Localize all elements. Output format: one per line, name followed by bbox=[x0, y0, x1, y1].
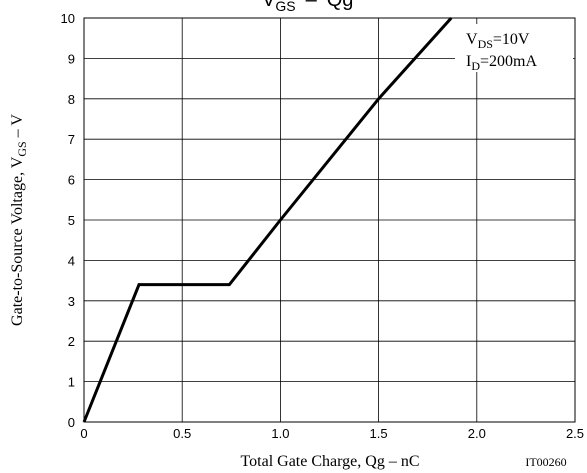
title-sub-1: GS bbox=[275, 0, 295, 14]
title-main-1: V bbox=[262, 0, 276, 11]
x-axis-ticks: 0 0.5 1.0 1.5 2.0 2.5 bbox=[80, 426, 584, 441]
y-tick-label: 9 bbox=[68, 51, 75, 66]
series-line bbox=[82, 16, 453, 423]
x-tick-label: 2.5 bbox=[566, 426, 584, 441]
grid-lines bbox=[83, 17, 576, 423]
series-group bbox=[82, 16, 453, 423]
plot-frame bbox=[83, 17, 576, 423]
y-tick-label: 5 bbox=[68, 213, 75, 228]
y-label-sub: GS bbox=[15, 141, 29, 156]
y-label-suffix: – V bbox=[9, 114, 26, 142]
figure-code: IT00260 bbox=[525, 455, 566, 469]
y-tick-label: 3 bbox=[68, 294, 75, 309]
x-tick-label: 1.0 bbox=[271, 426, 289, 441]
y-tick-label: 4 bbox=[68, 253, 75, 268]
title-main-2: Qg bbox=[327, 0, 354, 11]
condition-label: VDS=10V bbox=[466, 31, 530, 51]
x-tick-label: 1.5 bbox=[370, 426, 388, 441]
chart-title: VGS – Qg bbox=[262, 0, 353, 14]
x-tick-label: 0 bbox=[80, 426, 87, 441]
condition-label: ID=200mA bbox=[466, 53, 537, 73]
y-tick-label: 2 bbox=[68, 334, 75, 349]
y-tick-label: 6 bbox=[68, 173, 75, 188]
conditions-background bbox=[455, 24, 573, 72]
x-tick-label: 2.0 bbox=[468, 426, 486, 441]
y-tick-label: 7 bbox=[68, 132, 75, 147]
y-axis-label: Gate-to-Source Voltage, VGS – V bbox=[9, 114, 29, 326]
y-tick-label: 8 bbox=[68, 92, 75, 107]
title-separator: – bbox=[306, 0, 318, 11]
y-tick-label: 0 bbox=[68, 415, 75, 430]
x-axis-label: Total Gate Charge, Qg – nC bbox=[241, 453, 420, 470]
x-tick-label: 0.5 bbox=[173, 426, 191, 441]
y-tick-label: 10 bbox=[61, 11, 75, 26]
y-tick-label: 1 bbox=[68, 375, 75, 390]
y-axis-ticks: 0 1 2 3 4 5 6 7 8 9 10 bbox=[61, 11, 75, 430]
y-label-main: Gate-to-Source Voltage, V bbox=[9, 156, 26, 326]
